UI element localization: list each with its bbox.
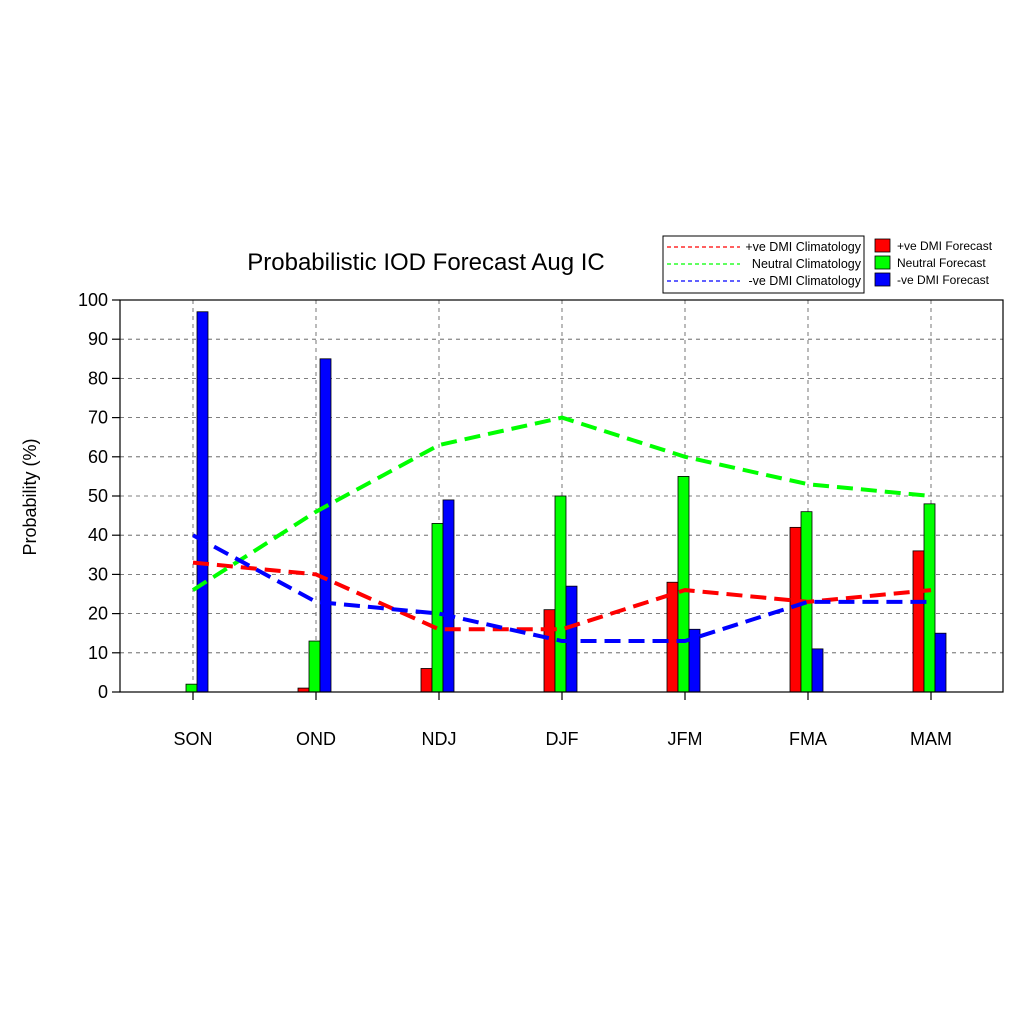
y-tick-label: 30 <box>88 564 108 584</box>
legend-bar-swatch <box>874 272 891 287</box>
y-tick-label: 20 <box>88 604 108 624</box>
y-tick-label: 70 <box>88 408 108 428</box>
x-tick-label: JFM <box>668 729 703 749</box>
climatology-line <box>192 533 931 644</box>
legend-bar-swatch <box>874 255 891 270</box>
bar <box>420 668 433 693</box>
forecast-legend: +ve DMI Forecast Neutral Forecast -ve DMI … <box>874 238 993 287</box>
legend-bar-label: -ve DMI Forecast <box>897 273 990 287</box>
chart-title: Probabilistic IOD Forecast Aug IC <box>247 249 604 276</box>
bar <box>431 523 444 693</box>
x-tick-label: NDJ <box>422 729 457 749</box>
y-tick-label: 10 <box>88 643 108 663</box>
x-tick-label: OND <box>296 729 336 749</box>
climatology-line <box>191 415 932 592</box>
legend-line-label: -ve DMI Climatology <box>748 274 861 288</box>
x-tick-label: SON <box>173 729 212 749</box>
bar <box>666 581 679 693</box>
x-tick-label: DJF <box>546 729 579 749</box>
y-tick-label: 100 <box>78 290 108 310</box>
bar <box>543 609 556 693</box>
climatology-lines <box>191 415 932 644</box>
bar <box>923 503 936 693</box>
bar <box>554 495 567 693</box>
x-tick-labels: SON OND NDJ DJF JFM FMA MAM <box>173 729 952 749</box>
y-axis-label: Probability (%) <box>20 438 40 555</box>
legend-line-label: +ve DMI Climatology <box>745 240 861 254</box>
bar <box>185 683 198 693</box>
bar <box>912 550 925 693</box>
y-tick-label: 60 <box>88 447 108 467</box>
y-tick-label: 50 <box>88 486 108 506</box>
bar <box>308 640 321 693</box>
climatology-legend: +ve DMI Climatology Neutral Climatology -v… <box>662 235 865 294</box>
legend-bar-label: +ve DMI Forecast <box>897 239 993 253</box>
bar <box>442 499 455 693</box>
x-tick-label: MAM <box>910 729 952 749</box>
forecast-bars <box>185 311 947 693</box>
bar <box>196 311 209 693</box>
axes <box>112 299 1004 700</box>
climatology-line <box>192 560 932 632</box>
legend-line-label: Neutral Climatology <box>752 257 862 271</box>
bar <box>811 648 824 693</box>
y-tick-label: 90 <box>88 329 108 349</box>
legend-bar-swatch <box>874 238 891 253</box>
bar <box>934 632 947 693</box>
bar <box>677 475 690 693</box>
x-tick-label: FMA <box>789 729 827 749</box>
y-tick-label: 80 <box>88 368 108 388</box>
legend-bar-label: Neutral Forecast <box>897 256 986 270</box>
bar <box>789 526 802 693</box>
y-tick-labels: 0 10 20 30 40 50 60 70 80 90 100 <box>78 290 108 702</box>
y-tick-label: 40 <box>88 525 108 545</box>
y-tick-label: 0 <box>98 682 108 702</box>
bar <box>319 358 332 693</box>
